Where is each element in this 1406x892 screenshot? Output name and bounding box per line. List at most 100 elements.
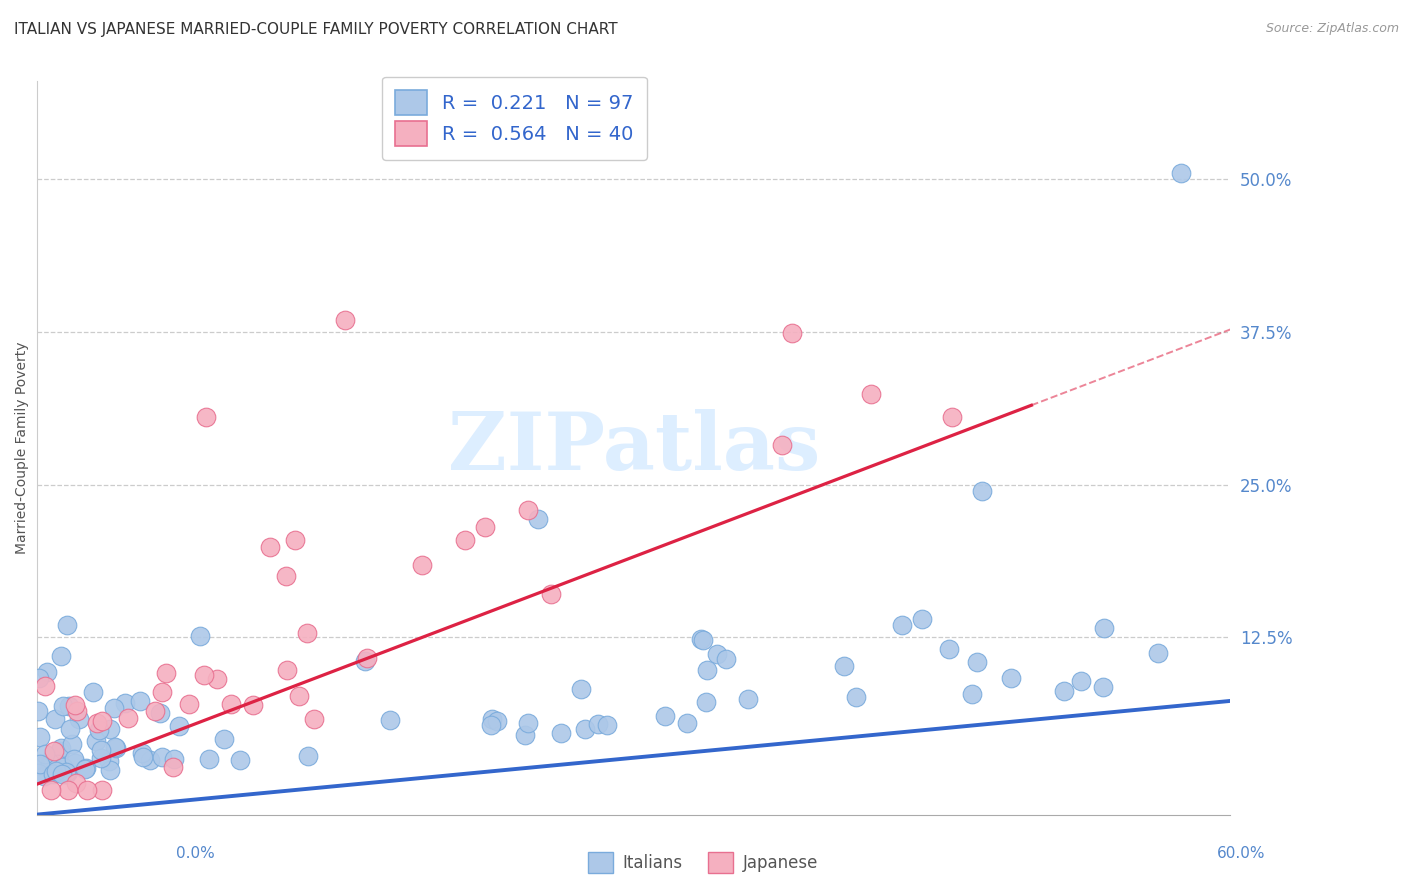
Point <box>28 758 51 772</box>
Point <box>98 722 121 736</box>
Point <box>35 665 58 679</box>
Point <box>550 726 572 740</box>
Point <box>284 533 307 548</box>
Point <box>696 663 718 677</box>
Point <box>938 641 960 656</box>
Point <box>34 679 56 693</box>
Point <box>198 751 221 765</box>
Y-axis label: Married-Couple Family Poverty: Married-Couple Family Poverty <box>15 342 30 554</box>
Point <box>295 626 318 640</box>
Point <box>58 783 80 797</box>
Point <box>45 764 67 779</box>
Point <box>98 764 121 778</box>
Point <box>474 520 496 534</box>
Point <box>378 714 401 728</box>
Point <box>1146 646 1168 660</box>
Point <box>596 717 619 731</box>
Point <box>131 746 153 760</box>
Legend: Italians, Japanese: Italians, Japanese <box>581 846 825 880</box>
Point <box>150 685 173 699</box>
Point <box>91 783 114 797</box>
Point <box>832 659 855 673</box>
Point <box>411 558 433 573</box>
Point <box>481 712 503 726</box>
Point <box>52 760 75 774</box>
Point <box>114 696 136 710</box>
Point <box>219 697 242 711</box>
Point <box>117 711 139 725</box>
Point <box>513 728 536 742</box>
Point <box>569 682 592 697</box>
Point <box>90 714 112 728</box>
Point <box>297 748 319 763</box>
Point <box>89 743 111 757</box>
Point <box>690 632 713 646</box>
Point <box>60 737 83 751</box>
Point <box>32 768 55 782</box>
Point <box>103 700 125 714</box>
Point <box>193 668 215 682</box>
Point <box>676 716 699 731</box>
Point <box>780 326 803 340</box>
Point <box>540 586 562 600</box>
Point <box>695 695 717 709</box>
Point <box>692 632 714 647</box>
Point <box>1091 680 1114 694</box>
Point <box>962 687 984 701</box>
Point <box>149 706 172 720</box>
Point <box>67 712 90 726</box>
Point <box>104 740 127 755</box>
Point <box>143 704 166 718</box>
Point <box>38 756 60 771</box>
Point <box>63 752 86 766</box>
Point <box>66 704 89 718</box>
Point <box>1000 671 1022 685</box>
Point <box>162 752 184 766</box>
Point <box>517 715 540 730</box>
Point <box>195 410 218 425</box>
Point <box>1092 621 1115 635</box>
Point <box>104 739 127 754</box>
Point <box>274 569 297 583</box>
Point <box>28 671 51 685</box>
Point <box>188 629 211 643</box>
Point <box>27 766 49 780</box>
Point <box>162 759 184 773</box>
Point <box>65 775 87 789</box>
Text: Source: ZipAtlas.com: Source: ZipAtlas.com <box>1265 22 1399 36</box>
Point <box>205 672 228 686</box>
Point <box>479 718 502 732</box>
Point <box>770 438 793 452</box>
Point <box>737 692 759 706</box>
Point <box>55 765 77 780</box>
Point <box>59 723 82 737</box>
Point <box>58 699 80 714</box>
Point <box>75 761 97 775</box>
Point <box>56 764 79 779</box>
Point <box>55 766 77 780</box>
Point <box>49 741 72 756</box>
Text: ITALIAN VS JAPANESE MARRIED-COUPLE FAMILY POVERTY CORRELATION CHART: ITALIAN VS JAPANESE MARRIED-COUPLE FAMIL… <box>14 22 617 37</box>
Point <box>335 312 357 326</box>
Point <box>51 648 73 663</box>
Point <box>52 698 75 713</box>
Point <box>150 750 173 764</box>
Point <box>63 756 86 770</box>
Point <box>98 754 121 768</box>
Point <box>86 715 108 730</box>
Point <box>860 386 883 401</box>
Point <box>169 719 191 733</box>
Point <box>1070 673 1092 688</box>
Point <box>588 716 610 731</box>
Point <box>63 698 86 712</box>
Point <box>259 540 281 554</box>
Point <box>716 652 738 666</box>
Point <box>229 753 252 767</box>
Point <box>49 744 72 758</box>
Point <box>242 698 264 713</box>
Point <box>654 708 676 723</box>
Point <box>214 731 236 746</box>
Point <box>84 734 107 748</box>
Point <box>73 762 96 776</box>
Point <box>574 722 596 736</box>
